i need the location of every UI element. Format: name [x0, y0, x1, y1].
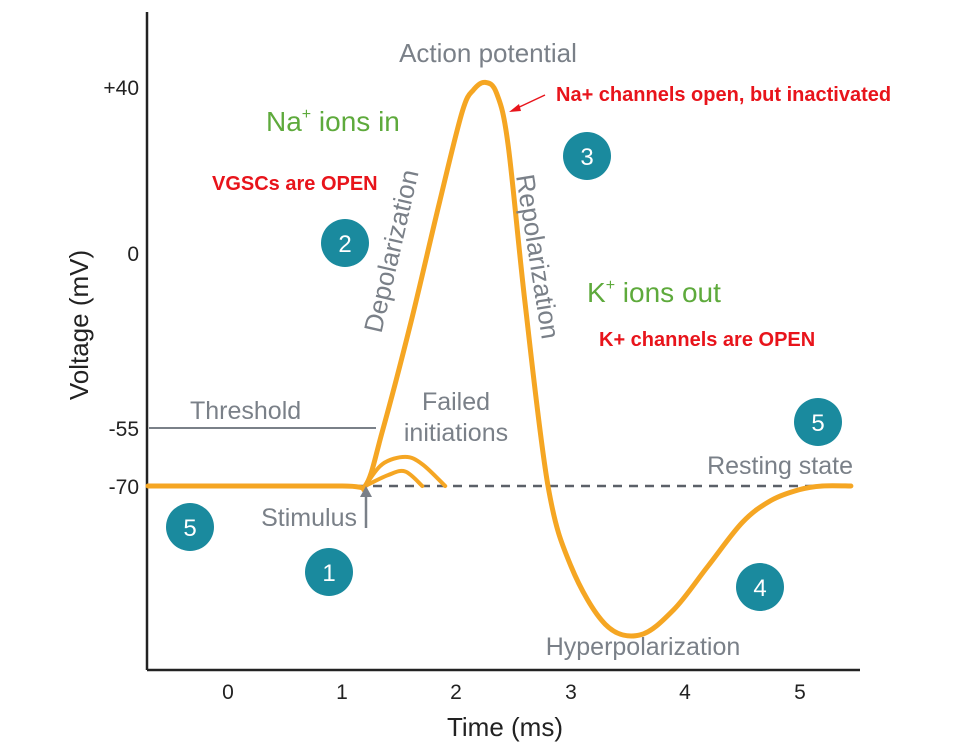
step-badge-2: 2 [321, 219, 369, 267]
chart-title: Action potential [399, 38, 577, 68]
step-badge-5-right: 5 [794, 398, 842, 446]
y-tick-label: +40 [103, 77, 139, 100]
action-potential-curve [145, 79, 854, 639]
failed-initiations-label-2: initiations [404, 419, 508, 447]
x-tick-label: 2 [450, 681, 462, 704]
k-ions-out-label: K+ ions out [587, 277, 721, 308]
x-tick-label: 5 [794, 681, 806, 704]
na-channels-arrow-head [509, 104, 521, 112]
failed-initiation-curve [363, 454, 448, 488]
x-tick-label: 4 [679, 681, 691, 704]
y-tick-label: 0 [127, 243, 139, 266]
na-ions-in-label: Na+ ions in [266, 106, 400, 137]
step-badge-3: 3 [563, 132, 611, 180]
na-channels-annotation: Na+ channels open, but inactivated [556, 84, 891, 106]
step-badge-5-left: 5 [166, 503, 214, 551]
svg-text:5: 5 [183, 515, 196, 542]
y-tick-label: -55 [109, 418, 139, 441]
stimulus-arrow-head [360, 486, 372, 497]
threshold-label: Threshold [190, 397, 301, 425]
svg-text:4: 4 [753, 575, 766, 602]
failed-initiations-label-1: Failed [422, 388, 490, 416]
failed-initiation-curve [363, 468, 425, 488]
svg-text:3: 3 [580, 144, 593, 171]
x-tick-label: 1 [336, 681, 348, 704]
svg-text:5: 5 [811, 410, 824, 437]
svg-text:2: 2 [338, 231, 351, 258]
vgscs-annotation: VGSCs are OPEN [212, 173, 378, 195]
svg-text:1: 1 [322, 560, 335, 587]
hyperpolarization-label: Hyperpolarization [546, 633, 741, 661]
x-tick-label: 3 [565, 681, 577, 704]
step-badge-1: 1 [305, 548, 353, 596]
x-axis-title: Time (ms) [447, 712, 563, 742]
k-channels-annotation: K+ channels are OPEN [599, 329, 815, 351]
resting-state-label: Resting state [707, 452, 853, 480]
y-axis-title: Voltage (mV) [64, 250, 94, 400]
step-badge-4: 4 [736, 563, 784, 611]
y-tick-label: -70 [109, 476, 139, 499]
stimulus-label: Stimulus [261, 504, 357, 532]
x-tick-label: 0 [222, 681, 234, 704]
